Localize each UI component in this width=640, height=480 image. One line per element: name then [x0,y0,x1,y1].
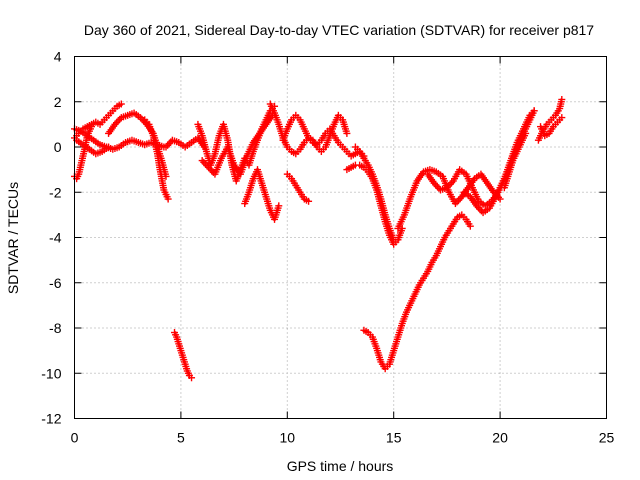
plot-frame [74,56,607,419]
data-point [201,160,209,168]
series-arc-19 [424,107,538,210]
x-tick-labels: 0 5 10 15 20 25 [71,430,615,446]
series-arc-23 [537,114,566,140]
x-tick-label: 20 [492,430,508,446]
series-arc-16 [351,143,398,244]
series-arc-3 [71,125,168,153]
y-tick-label: -10 [41,365,61,381]
x-tick-label: 10 [280,430,296,446]
y-tick-label: -2 [49,184,62,200]
y-tick-label: 0 [54,139,62,155]
series-arc-8 [171,329,196,382]
series-arc-6 [141,116,172,203]
x-tick-label: 5 [177,430,185,446]
data-point [188,374,196,382]
data-point [305,197,313,205]
data-point [164,141,172,149]
y-tick-label: -6 [49,275,62,291]
grid [74,56,607,419]
data-point [390,236,398,244]
y-tick-label: 4 [54,49,62,65]
data-point [275,202,283,210]
y-tick-label: -4 [49,230,62,246]
chart-title: Day 360 of 2021, Sidereal Day-to-day VTE… [84,22,594,38]
data-point [530,107,538,115]
series-arc-12 [266,100,351,158]
data-point [140,117,148,125]
series-arc-21 [500,129,530,192]
data-points [71,95,566,382]
y-tick-label: -12 [41,411,61,427]
data-point [208,167,216,175]
x-tick-label: 25 [599,430,615,446]
y-tick-label: 2 [54,94,62,110]
data-point [558,114,566,122]
series-arc-10 [198,111,276,178]
data-point [105,143,113,151]
series-arc-17 [360,211,474,373]
x-axis-label: GPS time / hours [287,458,394,474]
data-point [164,195,172,203]
y-axis-label: SDTVAR / TECUs [5,182,21,294]
data-point [114,117,122,125]
data-point [117,100,125,108]
y-tick-labels: -12 -10 -8 -6 -4 -2 0 2 4 [41,49,61,427]
data-point [198,157,206,165]
series-arc-14 [283,170,313,205]
series-arc-7 [162,134,208,151]
y-tick-label: -8 [49,320,62,336]
data-point [455,196,463,204]
data-point [558,95,566,103]
series-arc-11 [241,166,283,223]
x-tick-label: 0 [71,430,79,446]
data-point [343,129,351,137]
x-tick-label: 15 [386,430,402,446]
series-arc-4 [73,136,113,158]
series-arc-18 [394,166,504,232]
data-point [466,222,474,230]
data-point [200,158,208,166]
data-point [522,129,530,137]
